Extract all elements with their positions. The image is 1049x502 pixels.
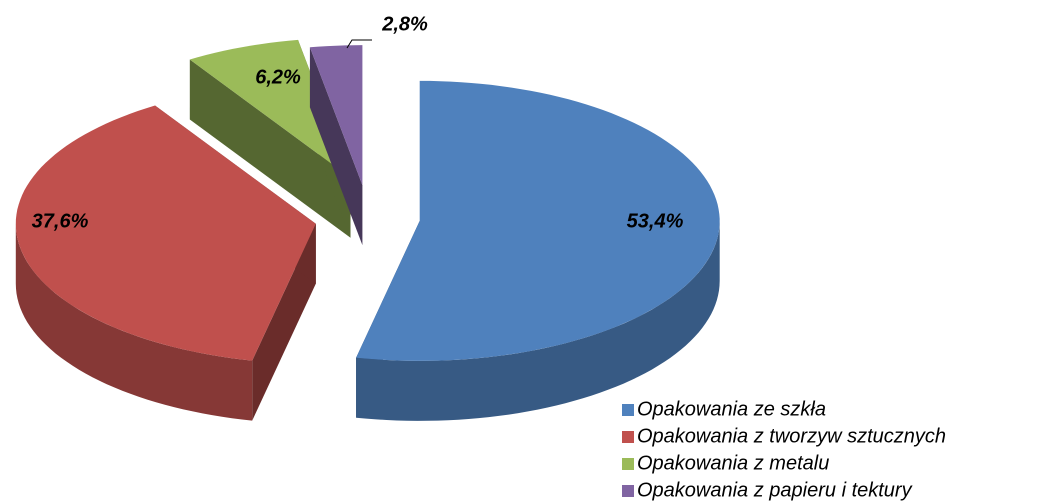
legend-swatch <box>622 404 634 416</box>
leader-line <box>346 39 372 49</box>
slice <box>309 45 363 186</box>
data-label: 53,4% <box>627 210 684 232</box>
legend-swatch <box>622 485 634 497</box>
slice-side <box>189 59 351 238</box>
legend-label: Opakowania z tworzyw sztucznych <box>637 425 946 447</box>
slice <box>15 105 316 361</box>
data-label: 37,6% <box>32 210 89 232</box>
slice <box>356 80 720 361</box>
slice-wall <box>15 223 253 421</box>
slice-side <box>309 47 363 246</box>
legend-label: Opakowania z papieru i tektury <box>637 479 913 501</box>
data-label: 2,8% <box>381 13 428 35</box>
legend-label: Opakowania ze szkła <box>637 398 826 420</box>
legend-swatch <box>622 431 634 443</box>
data-label: 6,2% <box>255 66 301 88</box>
legend-label: Opakowania z metalu <box>637 452 829 474</box>
slice-side <box>252 223 316 421</box>
legend-swatch <box>622 458 634 470</box>
slice-wall <box>356 220 720 421</box>
